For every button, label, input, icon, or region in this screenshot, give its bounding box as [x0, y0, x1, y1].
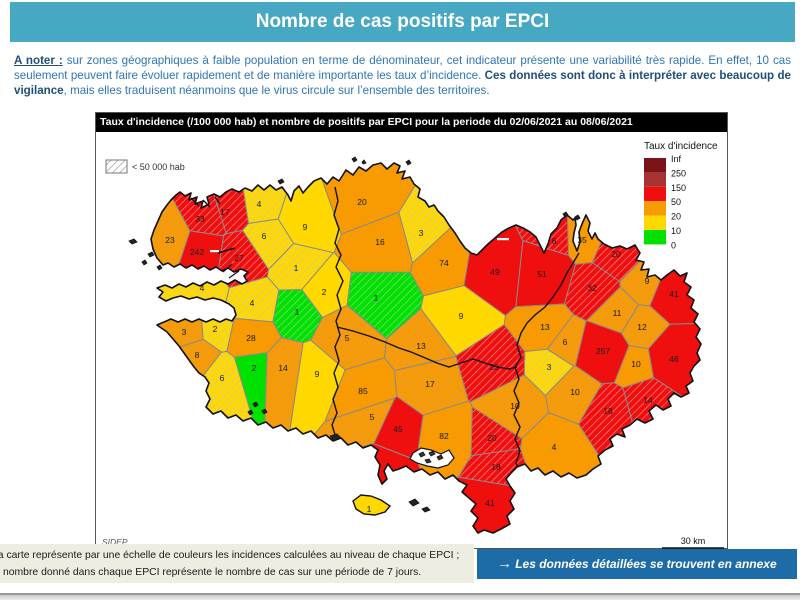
svg-text:SIDEP: SIDEP	[102, 537, 128, 547]
svg-text:0: 0	[671, 240, 676, 250]
svg-text:150: 150	[671, 183, 686, 193]
svg-text:1: 1	[294, 263, 299, 273]
svg-text:2: 2	[252, 363, 257, 373]
svg-text:6: 6	[563, 337, 568, 347]
svg-text:33: 33	[195, 214, 205, 224]
svg-text:18: 18	[603, 406, 613, 416]
svg-text:20: 20	[611, 249, 621, 259]
svg-text:4: 4	[200, 283, 205, 293]
svg-text:< 50 000 hab: < 50 000 hab	[132, 162, 185, 172]
svg-text:50: 50	[671, 197, 681, 207]
svg-text:16: 16	[375, 237, 385, 247]
svg-text:242: 242	[190, 247, 204, 257]
svg-text:3: 3	[547, 362, 552, 372]
svg-text:10: 10	[510, 401, 520, 411]
svg-text:27: 27	[234, 253, 244, 263]
svg-text:4: 4	[552, 442, 557, 452]
svg-text:28: 28	[246, 333, 256, 343]
svg-text:250: 250	[671, 168, 686, 178]
svg-text:1: 1	[374, 293, 379, 303]
svg-text:1: 1	[295, 307, 300, 317]
svg-text:4: 4	[250, 298, 255, 308]
svg-text:9: 9	[315, 369, 320, 379]
svg-text:12: 12	[637, 322, 647, 332]
svg-text:3: 3	[419, 228, 424, 238]
svg-text:13: 13	[416, 341, 426, 351]
svg-text:8: 8	[195, 350, 200, 360]
svg-text:9: 9	[303, 222, 308, 232]
svg-text:9: 9	[459, 311, 464, 321]
svg-text:11: 11	[613, 308, 622, 318]
svg-text:5: 5	[345, 333, 350, 343]
svg-text:41: 41	[669, 289, 679, 299]
svg-text:30 km: 30 km	[681, 536, 706, 546]
svg-text:49: 49	[490, 267, 500, 277]
svg-text:1: 1	[367, 504, 372, 514]
svg-text:46: 46	[669, 354, 679, 364]
svg-text:Taux d'incidence: Taux d'incidence	[644, 141, 718, 152]
svg-text:23: 23	[489, 362, 499, 372]
svg-text:45: 45	[393, 424, 403, 434]
svg-text:51: 51	[537, 269, 547, 279]
svg-text:9: 9	[645, 276, 650, 286]
svg-text:10: 10	[570, 387, 580, 397]
svg-text:41: 41	[485, 498, 495, 508]
svg-text:10: 10	[631, 359, 641, 369]
svg-text:85: 85	[358, 386, 368, 396]
svg-text:5: 5	[370, 412, 375, 422]
svg-text:6: 6	[552, 236, 557, 246]
svg-text:23: 23	[165, 235, 175, 245]
svg-text:20: 20	[357, 197, 367, 207]
svg-text:17: 17	[220, 207, 230, 217]
svg-text:17: 17	[425, 379, 435, 389]
svg-text:2: 2	[213, 324, 218, 334]
svg-text:4: 4	[257, 199, 262, 209]
svg-text:13: 13	[540, 322, 550, 332]
svg-text:Inf: Inf	[671, 154, 682, 164]
svg-text:3: 3	[182, 327, 187, 337]
svg-text:6: 6	[220, 373, 225, 383]
svg-text:32: 32	[587, 283, 597, 293]
svg-text:35: 35	[577, 235, 587, 245]
svg-text:6: 6	[262, 231, 267, 241]
svg-text:14: 14	[643, 395, 653, 405]
svg-text:14: 14	[278, 363, 288, 373]
svg-text:82: 82	[439, 431, 449, 441]
svg-text:10: 10	[671, 226, 681, 236]
svg-text:18: 18	[491, 462, 501, 472]
svg-text:257: 257	[596, 346, 610, 356]
svg-text:20: 20	[487, 433, 497, 443]
svg-text:74: 74	[439, 258, 449, 268]
svg-text:20: 20	[671, 212, 681, 222]
svg-text:2: 2	[322, 287, 327, 297]
